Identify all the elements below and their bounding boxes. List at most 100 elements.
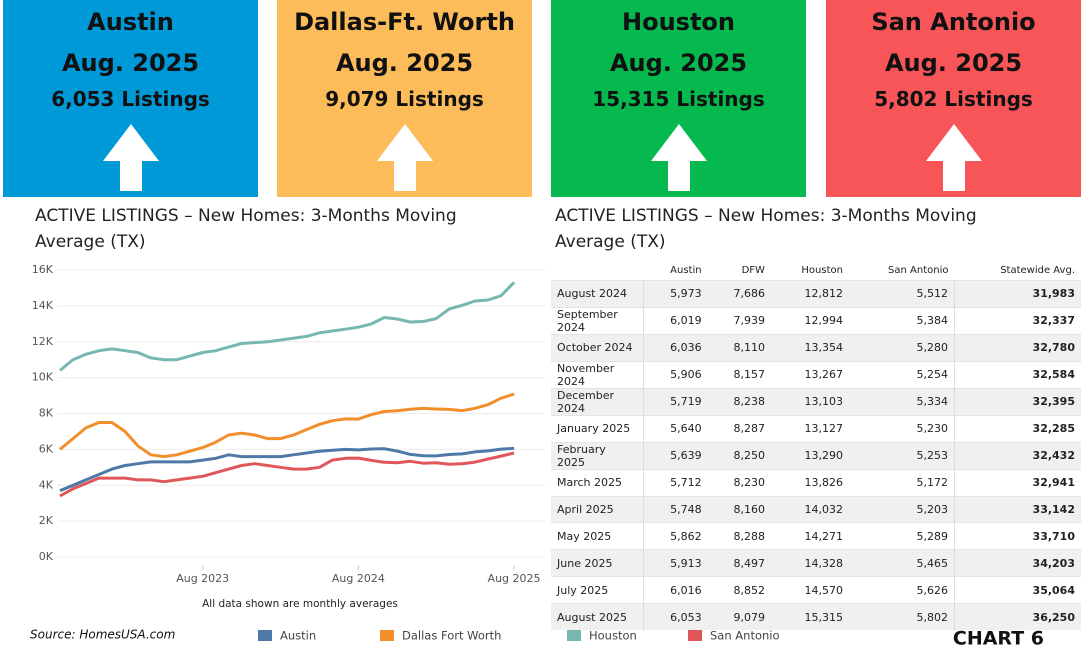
y-tick-label: 14K bbox=[32, 299, 54, 312]
cell: 5,254 bbox=[916, 368, 949, 382]
card-period: Aug. 2025 bbox=[335, 49, 474, 77]
cell: 8,250 bbox=[733, 449, 765, 463]
cell: 12,994 bbox=[804, 314, 843, 328]
cell: 13,103 bbox=[804, 395, 843, 409]
legend-label: Houston bbox=[589, 629, 637, 643]
table-row: November 2024 5,906 8,157 13,267 5,254 32,584 bbox=[551, 361, 1081, 389]
table-row: January 2025 5,640 8,287 13,127 5,230 32,285 bbox=[551, 415, 1081, 443]
row-label: March 2025 bbox=[551, 469, 644, 497]
table-row: September 2024 6,019 7,939 12,994 5,384 32,33… bbox=[551, 307, 1081, 335]
table-row: February 2025 5,639 8,250 13,290 5,253 32,432 bbox=[551, 442, 1081, 470]
cell: 5,719 bbox=[670, 395, 702, 409]
cell: 6,053 bbox=[670, 610, 702, 624]
y-tick-label: 6K bbox=[39, 442, 54, 455]
cell: 5,748 bbox=[670, 503, 702, 516]
y-tick-label: 10K bbox=[32, 371, 54, 384]
card-listings: 9,079 Listings bbox=[325, 87, 484, 111]
cell: 14,032 bbox=[804, 503, 843, 516]
table-row: August 2024 5,973 7,686 12,812 5,512 31,983 bbox=[551, 280, 1081, 308]
y-tick-label: 8K bbox=[39, 407, 54, 420]
cell: 8,287 bbox=[733, 422, 765, 436]
row-label: January 2025 bbox=[551, 415, 644, 443]
cell: 5,289 bbox=[916, 529, 949, 543]
series-line bbox=[59, 446, 515, 492]
card-listings: 5,802 Listings bbox=[874, 87, 1033, 111]
x-tick-label: Aug 2025 bbox=[488, 572, 541, 585]
cell: 6,019 bbox=[670, 314, 702, 328]
cell: 8,288 bbox=[733, 529, 765, 543]
table-row: August 2025 6,053 9,079 15,315 5,802 36,250 bbox=[551, 603, 1081, 631]
chart-note: All data shown are monthly averages bbox=[202, 598, 398, 610]
cell: 35,064 bbox=[954, 576, 1081, 604]
up-arrow bbox=[650, 124, 707, 191]
card-city: San Antonio bbox=[871, 8, 1036, 36]
cell: 13,127 bbox=[804, 422, 843, 436]
cell: 32,337 bbox=[954, 307, 1081, 335]
card-period: Aug. 2025 bbox=[61, 49, 200, 77]
table-row: June 2025 5,913 8,497 14,328 5,465 34,203 bbox=[551, 549, 1081, 577]
cell: 5,913 bbox=[670, 556, 702, 570]
cell: 8,160 bbox=[733, 503, 765, 516]
card-city: Dallas-Ft. Worth bbox=[294, 8, 515, 36]
series-line bbox=[59, 281, 516, 372]
cell: 8,852 bbox=[733, 583, 765, 597]
cell: 15,315 bbox=[804, 610, 843, 624]
cell: 34,203 bbox=[954, 549, 1081, 577]
cell: 5,203 bbox=[916, 503, 949, 516]
cell: 13,826 bbox=[804, 476, 843, 490]
city-card: Houston Aug. 2025 15,315 Listings bbox=[551, 0, 806, 197]
cell: 8,497 bbox=[733, 556, 765, 570]
cell: 31,983 bbox=[954, 280, 1081, 308]
cell: 5,230 bbox=[916, 422, 949, 436]
table-row: March 2025 5,712 8,230 13,826 5,172 32,941 bbox=[551, 469, 1081, 497]
arrow-shape bbox=[650, 124, 707, 191]
up-arrow bbox=[925, 124, 982, 191]
cell: 33,710 bbox=[954, 522, 1081, 550]
x-tick-label: Aug 2023 bbox=[176, 572, 229, 585]
cell: 5,639 bbox=[670, 449, 702, 463]
row-label: February 2025 bbox=[551, 442, 644, 470]
cell: 5,712 bbox=[670, 476, 702, 490]
legend-swatch bbox=[688, 630, 702, 641]
up-arrow bbox=[102, 124, 159, 191]
card-listings: 15,315 Listings bbox=[592, 87, 765, 111]
y-tick-label: 16K bbox=[32, 263, 54, 276]
cell: 6,016 bbox=[670, 583, 702, 597]
cell: 5,862 bbox=[670, 529, 702, 543]
cell: 5,802 bbox=[916, 610, 949, 624]
cell: 5,253 bbox=[916, 449, 949, 463]
row-label: August 2025 bbox=[551, 603, 644, 631]
y-tick-label: 12K bbox=[32, 335, 54, 348]
cell: 5,334 bbox=[916, 395, 949, 409]
city-card: Austin Aug. 2025 6,053 Listings bbox=[3, 0, 258, 197]
cell: 13,354 bbox=[804, 341, 843, 355]
x-tick-label: Aug 2024 bbox=[332, 572, 385, 585]
arrow-shape bbox=[925, 124, 982, 191]
cell: 32,432 bbox=[954, 442, 1081, 470]
card-city: Houston bbox=[622, 8, 735, 36]
cell: 8,238 bbox=[733, 395, 765, 409]
column-header: Austin bbox=[670, 264, 702, 276]
cell: 6,036 bbox=[670, 341, 702, 355]
legend-label: San Antonio bbox=[710, 629, 780, 643]
column-header: Houston bbox=[801, 264, 843, 276]
card-listings: 6,053 Listings bbox=[51, 87, 210, 111]
row-label: April 2025 bbox=[551, 496, 644, 523]
cell: 5,512 bbox=[916, 287, 949, 301]
cell: 13,267 bbox=[804, 368, 843, 382]
cell: 14,328 bbox=[804, 556, 843, 570]
cell: 33,142 bbox=[954, 496, 1081, 523]
row-label: August 2024 bbox=[551, 280, 644, 308]
cell: 32,780 bbox=[954, 334, 1081, 362]
table-row: December 2024 5,719 8,238 13,103 5,334 32,395 bbox=[551, 388, 1081, 416]
table-row: July 2025 6,016 8,852 14,570 5,626 35,064 bbox=[551, 576, 1081, 604]
row-label: November 2024 bbox=[551, 361, 644, 389]
cell: 32,584 bbox=[954, 361, 1081, 389]
cell: 7,686 bbox=[733, 287, 765, 301]
source: Source: HomesUSA.com bbox=[30, 628, 175, 642]
column-header: San Antonio bbox=[888, 264, 949, 276]
row-label: May 2025 bbox=[551, 522, 644, 550]
y-tick-label: 2K bbox=[39, 514, 54, 527]
arrow-shape bbox=[102, 124, 159, 191]
cell: 32,285 bbox=[954, 415, 1081, 443]
